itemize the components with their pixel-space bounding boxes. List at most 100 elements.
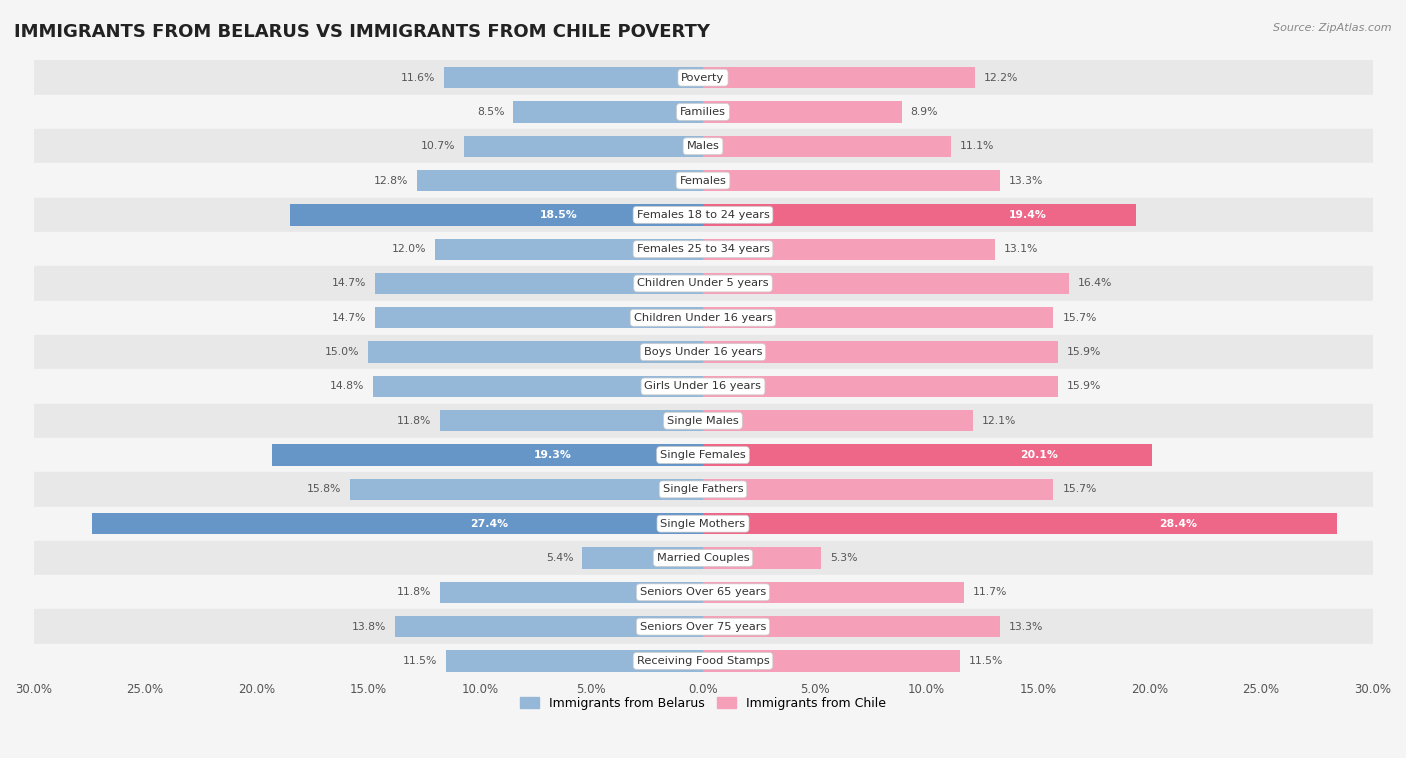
Text: IMMIGRANTS FROM BELARUS VS IMMIGRANTS FROM CHILE POVERTY: IMMIGRANTS FROM BELARUS VS IMMIGRANTS FR… xyxy=(14,23,710,41)
Text: Seniors Over 75 years: Seniors Over 75 years xyxy=(640,622,766,631)
Bar xyxy=(34,369,1372,403)
Text: 11.1%: 11.1% xyxy=(960,141,994,152)
Text: 13.8%: 13.8% xyxy=(352,622,387,631)
Text: 11.6%: 11.6% xyxy=(401,73,436,83)
Bar xyxy=(34,575,1372,609)
Text: Single Females: Single Females xyxy=(661,450,745,460)
Text: 13.3%: 13.3% xyxy=(1008,622,1043,631)
Text: Girls Under 16 years: Girls Under 16 years xyxy=(644,381,762,391)
Text: 27.4%: 27.4% xyxy=(470,518,508,528)
Bar xyxy=(444,67,703,88)
Bar xyxy=(91,513,703,534)
Bar xyxy=(34,129,1372,164)
Bar xyxy=(446,650,703,672)
Bar xyxy=(703,650,960,672)
Text: 15.0%: 15.0% xyxy=(325,347,360,357)
Bar xyxy=(703,67,976,88)
Text: 10.7%: 10.7% xyxy=(420,141,456,152)
Text: 15.9%: 15.9% xyxy=(1067,381,1101,391)
Text: 12.8%: 12.8% xyxy=(374,176,408,186)
Bar xyxy=(513,102,703,123)
Text: 11.7%: 11.7% xyxy=(973,587,1008,597)
Bar xyxy=(34,472,1372,506)
Bar xyxy=(350,479,703,500)
Bar xyxy=(34,403,1372,438)
Bar xyxy=(418,170,703,191)
Bar xyxy=(34,438,1372,472)
Text: 12.2%: 12.2% xyxy=(984,73,1018,83)
Bar xyxy=(273,444,703,465)
Bar xyxy=(703,376,1057,397)
Bar xyxy=(703,410,973,431)
Text: Seniors Over 65 years: Seniors Over 65 years xyxy=(640,587,766,597)
Bar xyxy=(395,616,703,637)
Text: Females 18 to 24 years: Females 18 to 24 years xyxy=(637,210,769,220)
Text: Poverty: Poverty xyxy=(682,73,724,83)
Text: 15.7%: 15.7% xyxy=(1063,313,1097,323)
Bar xyxy=(34,232,1372,266)
Text: Married Couples: Married Couples xyxy=(657,553,749,563)
Bar xyxy=(703,479,1053,500)
Text: Source: ZipAtlas.com: Source: ZipAtlas.com xyxy=(1274,23,1392,33)
Bar xyxy=(375,273,703,294)
Bar xyxy=(34,644,1372,678)
Bar xyxy=(34,540,1372,575)
Bar xyxy=(34,95,1372,129)
Text: 20.1%: 20.1% xyxy=(1021,450,1059,460)
Text: 8.5%: 8.5% xyxy=(477,107,505,117)
Bar xyxy=(703,307,1053,328)
Bar xyxy=(373,376,703,397)
Text: Females: Females xyxy=(679,176,727,186)
Text: 13.1%: 13.1% xyxy=(1004,244,1039,254)
Bar xyxy=(368,342,703,363)
Text: 8.9%: 8.9% xyxy=(911,107,938,117)
Text: Single Fathers: Single Fathers xyxy=(662,484,744,494)
Bar xyxy=(703,616,1000,637)
Bar xyxy=(440,581,703,603)
Text: 28.4%: 28.4% xyxy=(1160,518,1198,528)
Text: 13.3%: 13.3% xyxy=(1008,176,1043,186)
Text: Single Mothers: Single Mothers xyxy=(661,518,745,528)
Bar xyxy=(464,136,703,157)
Text: 16.4%: 16.4% xyxy=(1078,278,1112,289)
Bar xyxy=(703,547,821,568)
Bar xyxy=(34,506,1372,540)
Bar xyxy=(703,102,901,123)
Bar xyxy=(34,609,1372,644)
Legend: Immigrants from Belarus, Immigrants from Chile: Immigrants from Belarus, Immigrants from… xyxy=(515,692,891,715)
Text: 11.8%: 11.8% xyxy=(396,415,430,426)
Bar xyxy=(290,204,703,226)
Bar xyxy=(34,266,1372,301)
Bar xyxy=(703,136,950,157)
Bar xyxy=(436,239,703,260)
Bar xyxy=(703,513,1337,534)
Bar xyxy=(703,273,1069,294)
Bar xyxy=(703,239,995,260)
Text: 12.1%: 12.1% xyxy=(981,415,1017,426)
Text: 5.3%: 5.3% xyxy=(830,553,858,563)
Text: Children Under 16 years: Children Under 16 years xyxy=(634,313,772,323)
Text: Receiving Food Stamps: Receiving Food Stamps xyxy=(637,656,769,666)
Text: 14.8%: 14.8% xyxy=(329,381,364,391)
Bar xyxy=(34,61,1372,95)
Bar xyxy=(703,581,965,603)
Text: 11.5%: 11.5% xyxy=(404,656,437,666)
Bar xyxy=(703,342,1057,363)
Text: 18.5%: 18.5% xyxy=(540,210,578,220)
Text: 19.3%: 19.3% xyxy=(533,450,571,460)
Bar xyxy=(703,170,1000,191)
Text: 14.7%: 14.7% xyxy=(332,313,366,323)
Text: Children Under 5 years: Children Under 5 years xyxy=(637,278,769,289)
Text: 11.8%: 11.8% xyxy=(396,587,430,597)
Bar xyxy=(703,204,1136,226)
Text: 11.5%: 11.5% xyxy=(969,656,1002,666)
Bar xyxy=(375,307,703,328)
Text: 12.0%: 12.0% xyxy=(392,244,426,254)
Bar xyxy=(582,547,703,568)
Bar xyxy=(440,410,703,431)
Bar xyxy=(703,444,1152,465)
Text: 5.4%: 5.4% xyxy=(546,553,574,563)
Text: 19.4%: 19.4% xyxy=(1008,210,1046,220)
Text: Males: Males xyxy=(686,141,720,152)
Bar xyxy=(34,335,1372,369)
